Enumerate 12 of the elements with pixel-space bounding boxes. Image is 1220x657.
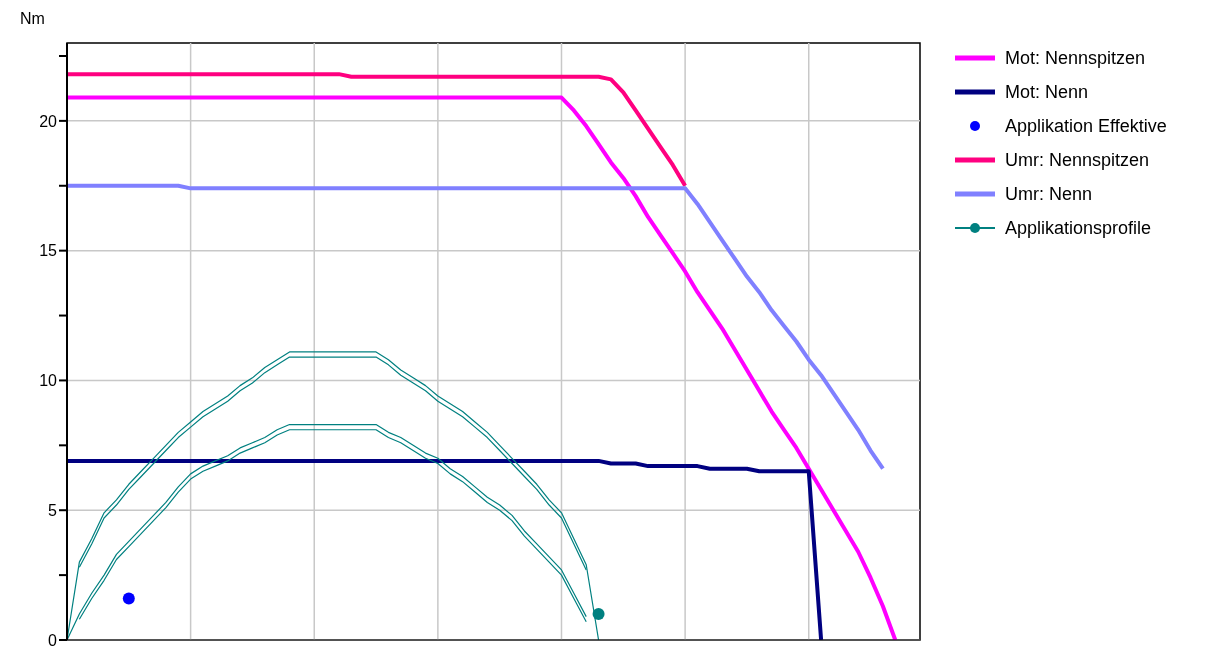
legend-label: Applikationsprofile [1005,218,1152,238]
legend-label: Mot: Nenn [1005,82,1089,102]
y-tick-label: 0 [48,631,58,649]
legend-label: Mot: Nennspitzen [1005,48,1146,68]
y-tick-label: 15 [39,242,58,260]
y-tick-label: 5 [48,501,58,519]
legend-label: Umr: Nennspitzen [1005,150,1150,170]
y-axis-title: Nm [20,10,45,28]
y-tick-label: 20 [39,112,58,130]
y-tick-label: 10 [39,372,58,390]
legend-label: Applikation Effektive [1005,116,1167,136]
legend-label: Umr: Nenn [1005,184,1093,204]
